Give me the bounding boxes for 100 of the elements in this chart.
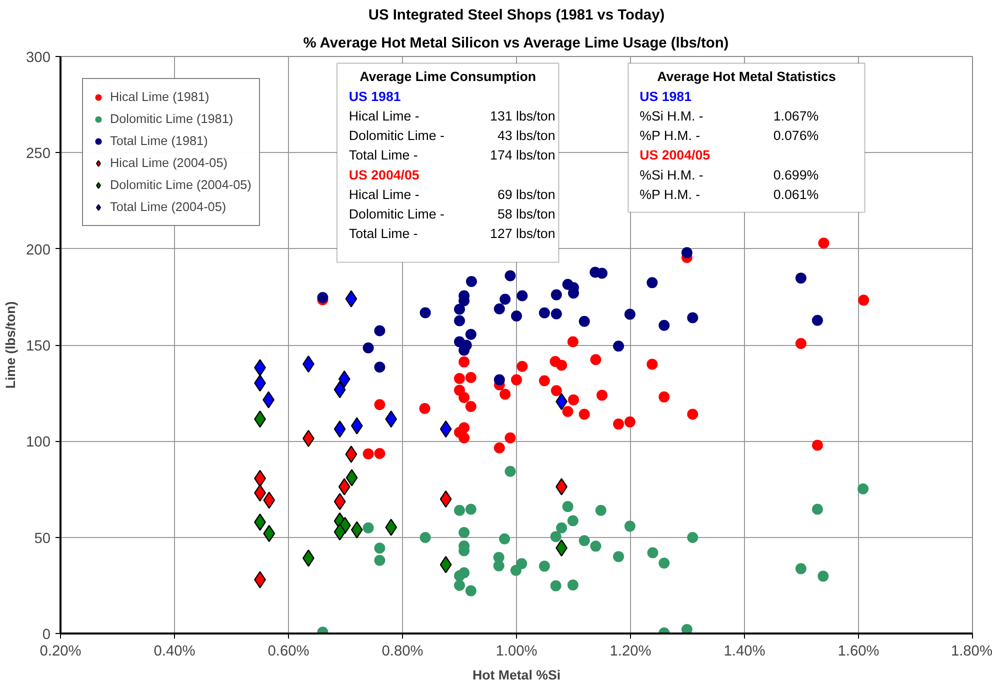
point: [818, 238, 830, 249]
y-tick-label: 250: [26, 146, 51, 162]
point: [458, 567, 470, 578]
y-tick-label: 100: [26, 434, 51, 451]
text: %P H.M. - 0.076%: [640, 128, 819, 144]
point: [590, 540, 602, 552]
point: [499, 533, 510, 544]
point: [596, 390, 608, 401]
point: [613, 418, 624, 430]
point: [458, 356, 470, 368]
x-tick-label: 1.20%: [610, 644, 652, 660]
point: [578, 316, 590, 327]
text: Dolomitic Lime - 58 lbs/ton: [348, 206, 556, 222]
point: [465, 372, 476, 383]
y-tick-label: 200: [26, 242, 51, 258]
point: [504, 432, 516, 444]
text: %Si H.M. - 1.067%: [640, 108, 819, 124]
annotation: US 2004/05: [348, 167, 420, 182]
point: [338, 478, 350, 496]
point: [420, 532, 431, 544]
annotation: US 2004/05: [640, 148, 711, 163]
point: [687, 312, 698, 324]
x-tick-label: 1.40%: [724, 644, 766, 660]
point: [562, 501, 574, 512]
point: [578, 535, 590, 546]
point: [624, 520, 636, 532]
point: [458, 392, 470, 403]
point: [795, 272, 806, 284]
x-tick-label: 1.80%: [950, 644, 992, 660]
point: [465, 401, 476, 412]
point: [658, 558, 670, 569]
point: [465, 328, 476, 340]
point: [550, 289, 562, 300]
point: [795, 563, 806, 574]
point: [567, 580, 578, 591]
point: [624, 416, 636, 428]
point: [458, 432, 470, 444]
point: [858, 294, 870, 306]
point: [511, 374, 522, 386]
point: [317, 292, 328, 303]
y-tick-label: 300: [26, 50, 51, 66]
point: [687, 532, 698, 544]
legend-label: Hical Lime (1981): [110, 90, 210, 104]
point: [263, 492, 276, 509]
point: [613, 340, 624, 352]
annotation: US 1981: [640, 88, 692, 104]
x-tick-label: 1.00%: [496, 644, 538, 660]
point: [562, 406, 574, 418]
point: [440, 556, 452, 574]
legend-label: Hical Lime (2004-05): [110, 156, 228, 170]
point: [466, 276, 477, 288]
point: [454, 315, 465, 326]
annotation: Average Hot Metal Statistics: [657, 69, 836, 84]
point: [346, 469, 358, 486]
point: [812, 440, 823, 451]
point: [458, 527, 470, 538]
point: [818, 570, 829, 582]
point: [795, 338, 806, 349]
point: [362, 342, 374, 354]
point: [504, 466, 516, 477]
point: [350, 417, 363, 434]
point: [334, 381, 346, 398]
point: [858, 483, 869, 494]
point: [646, 358, 658, 370]
point: [511, 310, 522, 322]
annotation: Average Lime Consumption: [360, 69, 536, 84]
annotation: US 1981: [348, 88, 402, 104]
point: [420, 307, 431, 318]
text: %Si H.M. - 0.699%: [640, 167, 819, 182]
point: [465, 504, 476, 515]
y-tick-label: 150: [26, 338, 51, 354]
point: [613, 551, 624, 562]
point: [590, 354, 602, 366]
point: [465, 585, 476, 596]
point: [556, 522, 568, 534]
point: [658, 391, 670, 402]
x-tick-label: 0.60%: [268, 644, 310, 660]
point: [646, 277, 658, 288]
point: [374, 448, 386, 459]
point: [510, 564, 522, 576]
x-tick-label: 0.80%: [382, 644, 424, 660]
point: [681, 247, 692, 258]
point: [374, 542, 386, 554]
point: [454, 580, 465, 591]
point: [624, 308, 636, 320]
point: [500, 388, 511, 400]
point: [550, 385, 562, 396]
legend-label: Total Lime (1981): [110, 134, 208, 148]
point: [516, 290, 528, 302]
point: [350, 521, 363, 538]
point: [500, 294, 511, 305]
point: [681, 624, 692, 634]
point: [567, 515, 578, 526]
point: [516, 360, 528, 372]
text: Total Lime - 174 lbs/ton: [348, 148, 556, 163]
point: [385, 518, 398, 536]
point: [493, 560, 504, 572]
x-tick-label: 0.40%: [154, 644, 196, 660]
point: [538, 560, 550, 572]
point: [647, 547, 658, 558]
